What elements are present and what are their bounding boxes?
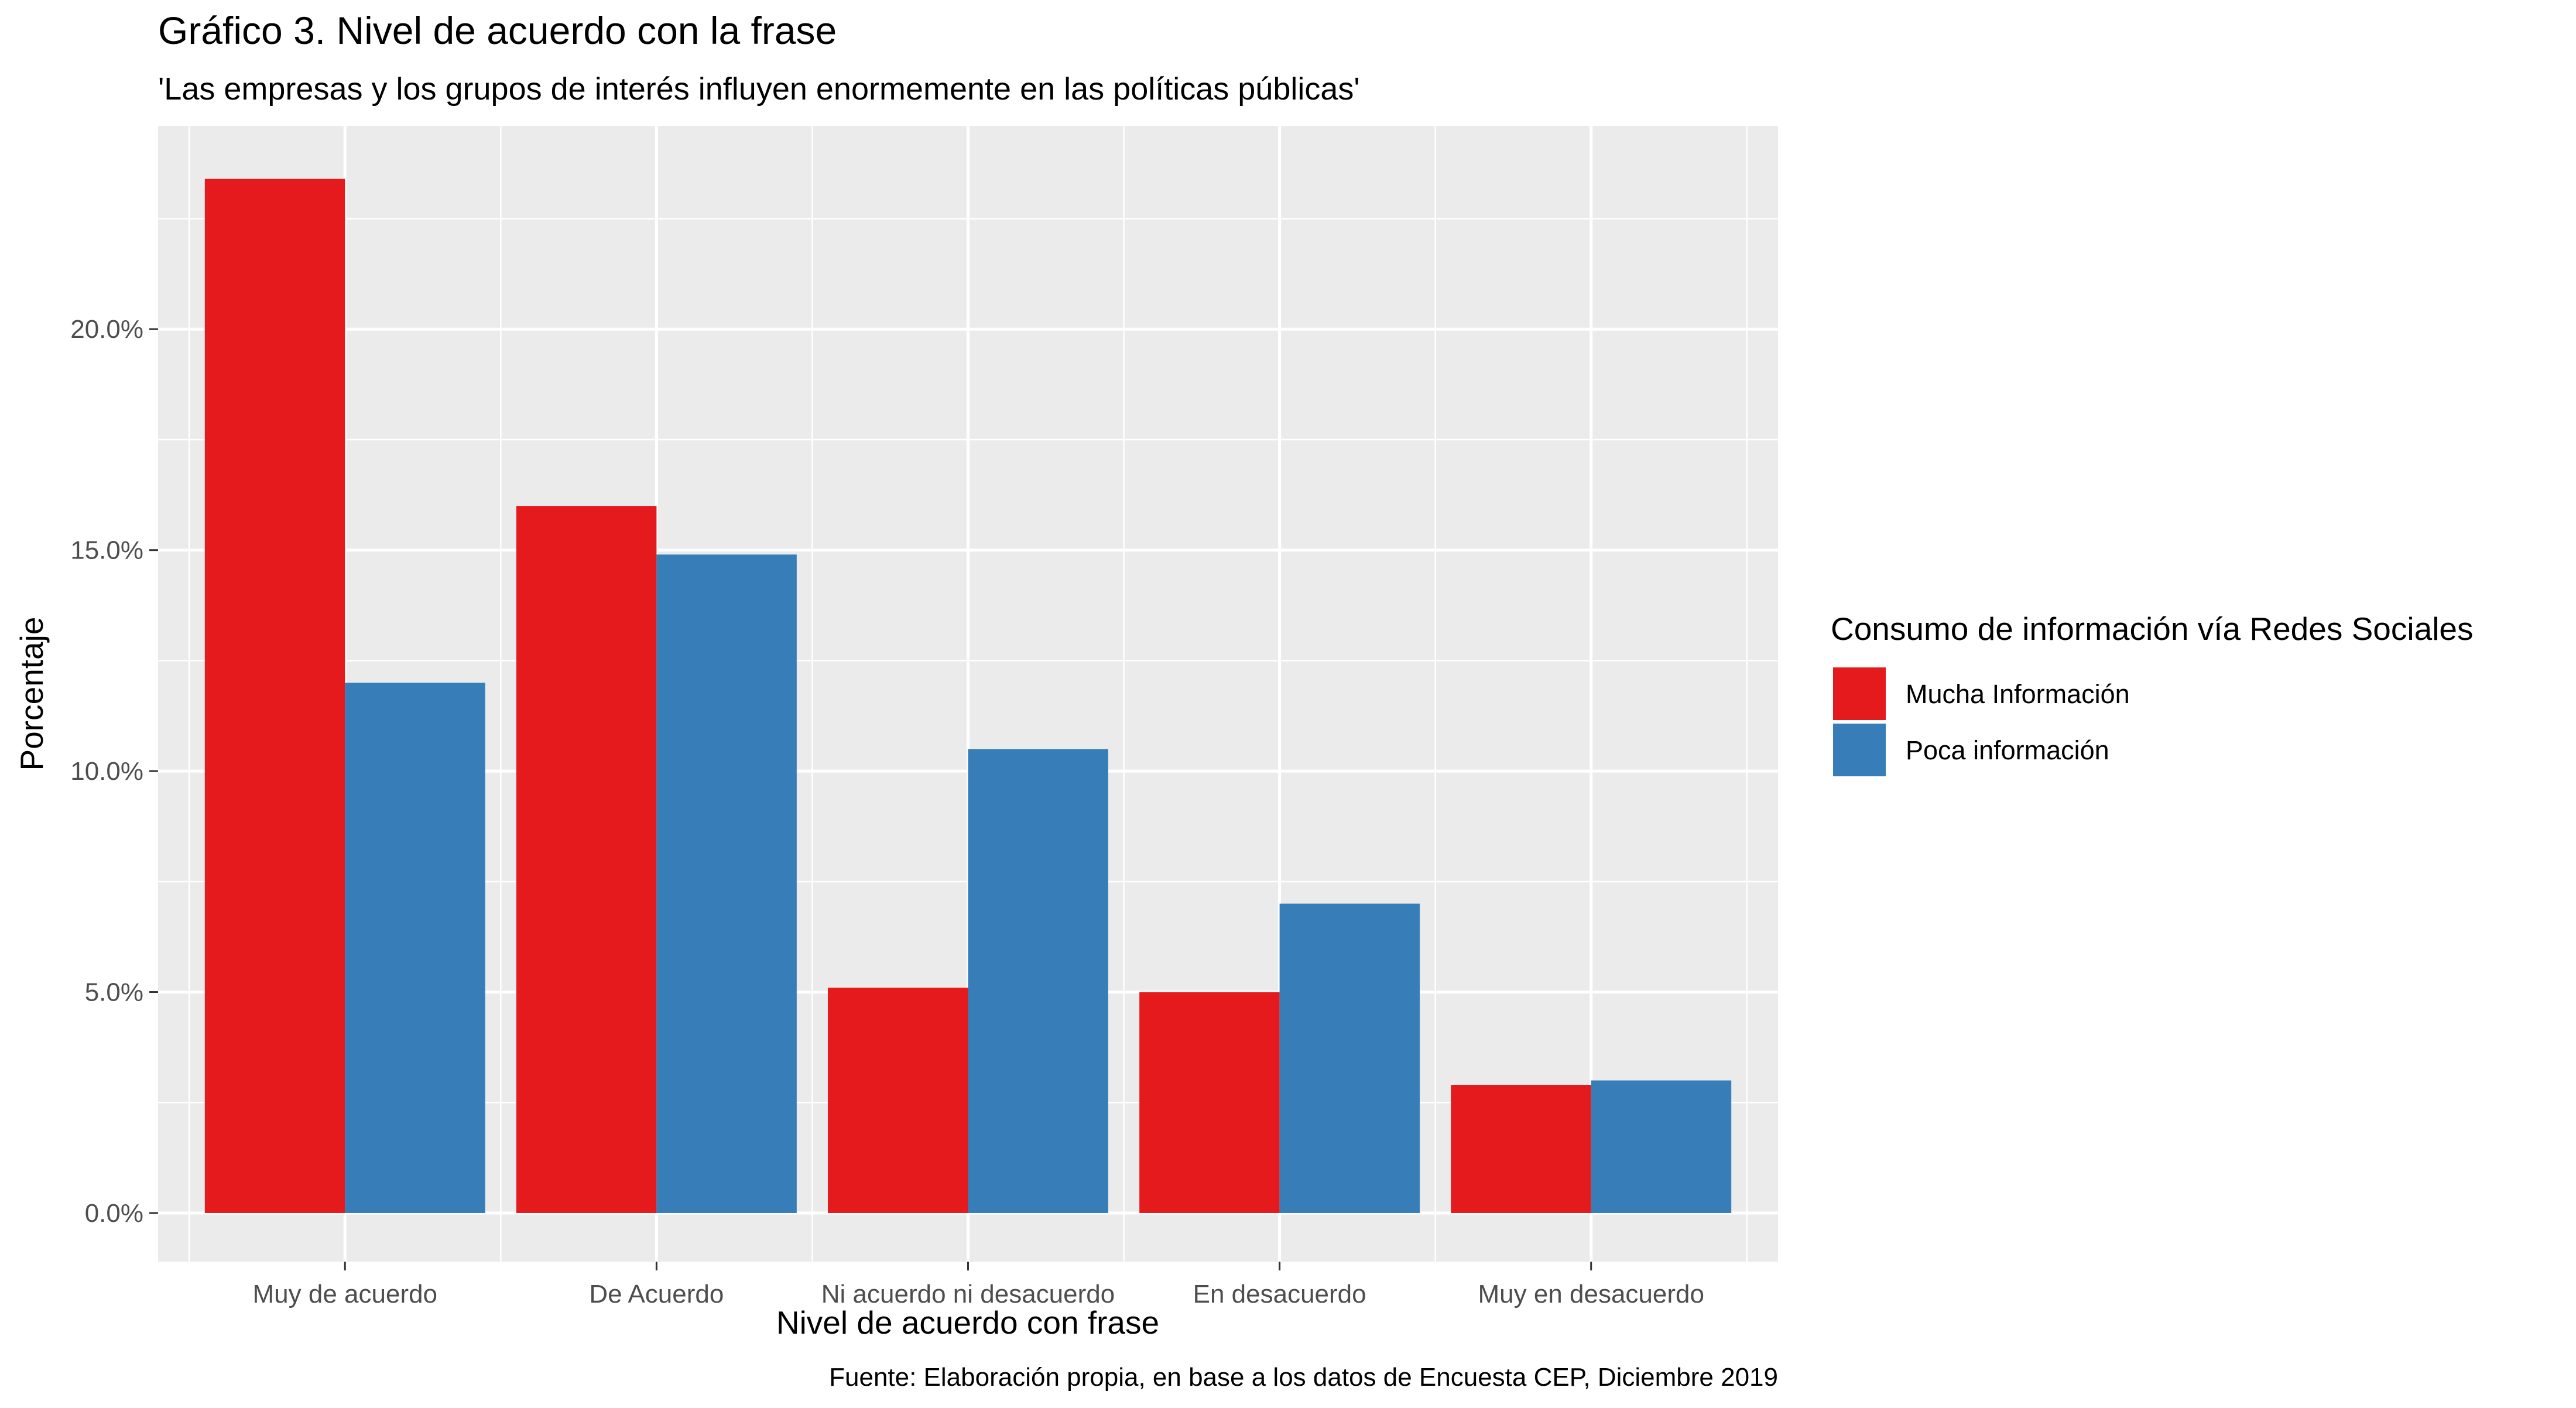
bar-poca-1 (345, 683, 485, 1213)
y-tick-label: 20.0% (70, 315, 143, 344)
y-tick-label: 15.0% (70, 536, 143, 565)
bar-poca-2 (656, 554, 797, 1213)
x-tick-label: Muy en desacuerdo (1478, 1280, 1704, 1308)
caption: Fuente: Elaboración propia, en base a lo… (829, 1363, 1778, 1392)
legend-title: Consumo de información vía Redes Sociale… (1831, 611, 2474, 647)
legend-key-mucha-informacion (1833, 667, 1886, 720)
bar-mucha-1 (204, 179, 345, 1213)
x-tick-label: Muy de acuerdo (253, 1280, 438, 1308)
bar-mucha-3 (828, 987, 968, 1213)
y-axis: 0.0% 5.0% 10.0% 15.0% 20.0% (70, 315, 158, 1228)
x-axis: Muy de acuerdo De Acuerdo Ni acuerdo ni de… (253, 1262, 1704, 1308)
x-tick-label: Ni acuerdo ni desacuerdo (821, 1280, 1115, 1308)
legend-label-mucha-informacion: Mucha Información (1906, 679, 2130, 709)
y-tick-label: 10.0% (70, 757, 143, 786)
x-tick-label: En desacuerdo (1193, 1280, 1366, 1308)
bar-poca-4 (1279, 903, 1420, 1213)
bar-mucha-2 (516, 506, 657, 1213)
y-tick-label: 0.0% (85, 1199, 143, 1228)
bars (204, 179, 1732, 1213)
x-tick-label: De Acuerdo (589, 1280, 724, 1308)
bar-poca-5 (1591, 1080, 1732, 1213)
chart-title: Gráfico 3. Nivel de acuerdo con la frase (158, 9, 837, 52)
y-axis-title: Porcentaje (13, 617, 50, 771)
bar-poca-3 (968, 749, 1108, 1213)
legend-key-poca-informacion (1833, 724, 1886, 776)
x-axis-title: Nivel de acuerdo con frase (776, 1304, 1159, 1341)
bar-mucha-5 (1451, 1085, 1591, 1213)
legend: Consumo de información vía Redes Sociale… (1831, 611, 2474, 776)
chart-subtitle: 'Las empresas y los grupos de interés in… (158, 71, 1360, 107)
y-tick-label: 5.0% (85, 978, 143, 1007)
legend-label-poca-informacion: Poca información (1906, 735, 2109, 765)
bar-mucha-4 (1139, 992, 1280, 1213)
